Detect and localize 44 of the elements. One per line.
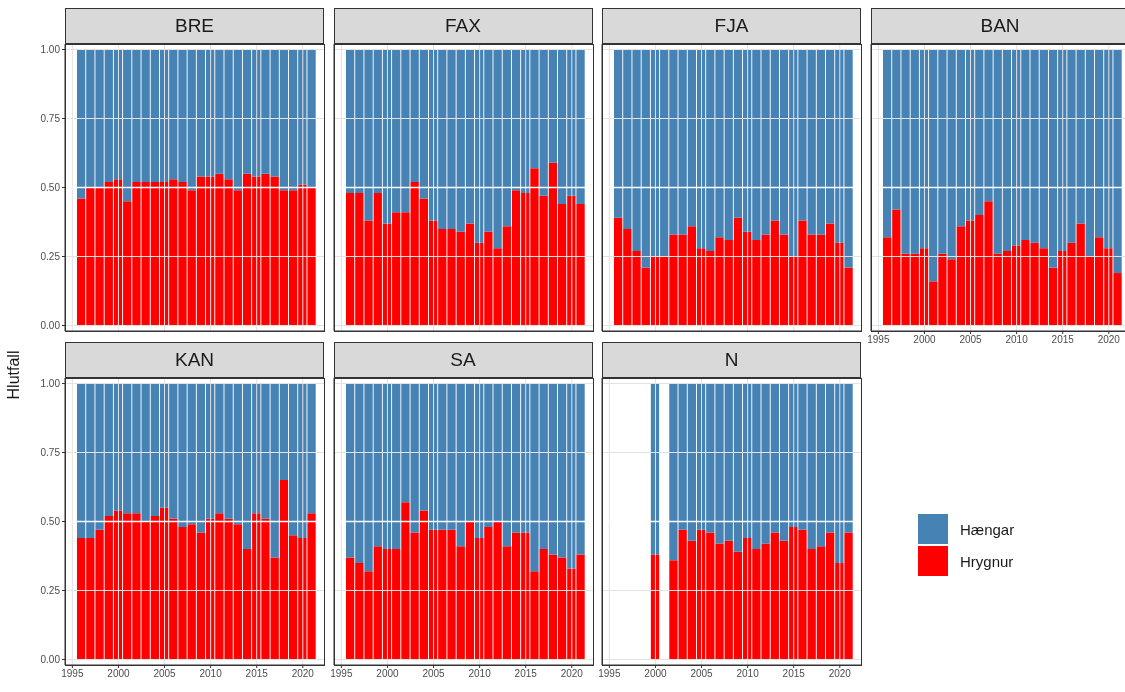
x-tick-label: 2020 [291, 668, 315, 680]
x-tick-label: 2010 [199, 668, 223, 680]
x-tick-label: 2010 [468, 668, 491, 680]
x-tick-label: 2020 [828, 668, 852, 680]
y-tick-label: 0.00 [40, 320, 61, 332]
legend-label: Hrygnur [960, 552, 1014, 570]
x-tick-label: 2015 [782, 668, 806, 680]
x-tick-label: 2005 [690, 668, 714, 680]
legend-label: Hængar [960, 520, 1015, 538]
y-tick-label: 0.75 [40, 113, 61, 125]
x-tick-label: 1995 [598, 668, 621, 680]
chart-title: N [602, 342, 861, 378]
chart-title: FAX [333, 8, 593, 44]
x-tick-label: 1995 [329, 668, 353, 680]
x-tick-label: 2020 [560, 668, 583, 680]
x-tick-label: 1995 [61, 668, 84, 680]
y-tick-label: 0.25 [40, 251, 61, 263]
chart-title: SA [333, 342, 593, 378]
x-tick-label: 2015 [1051, 334, 1074, 346]
x-tick-label: 2000 [107, 668, 131, 680]
chart-title: BAN [870, 8, 1125, 44]
y-tick-label: 1.00 [40, 44, 61, 56]
y-tick-label: 0.00 [40, 654, 61, 666]
chart-title: FJA [602, 8, 861, 44]
y-axis-title: Hlutfall [5, 350, 23, 400]
y-tick-label: 0.75 [40, 447, 61, 459]
x-tick-label: 1995 [866, 334, 890, 346]
x-tick-label: 2010 [1005, 334, 1028, 346]
y-tick-label: 0.50 [40, 182, 61, 194]
x-tick-label: 2005 [958, 334, 982, 346]
x-tick-label: 2000 [375, 668, 399, 680]
chart-title: KAN [65, 342, 324, 378]
x-tick-label: 2005 [421, 668, 445, 680]
chart-title: BRE [65, 8, 324, 44]
x-tick-label: 2000 [912, 334, 936, 346]
x-tick-label: 2015 [245, 668, 269, 680]
y-tick-label: 0.25 [40, 585, 61, 597]
x-tick-label: 2005 [153, 668, 177, 680]
x-tick-label: 2010 [736, 668, 760, 680]
x-tick-label: 2000 [644, 668, 668, 680]
y-tick-label: 0.50 [40, 516, 61, 528]
x-tick-label: 2015 [514, 668, 537, 680]
x-tick-label: 2020 [1097, 334, 1120, 346]
y-tick-label: 1.00 [40, 378, 61, 390]
